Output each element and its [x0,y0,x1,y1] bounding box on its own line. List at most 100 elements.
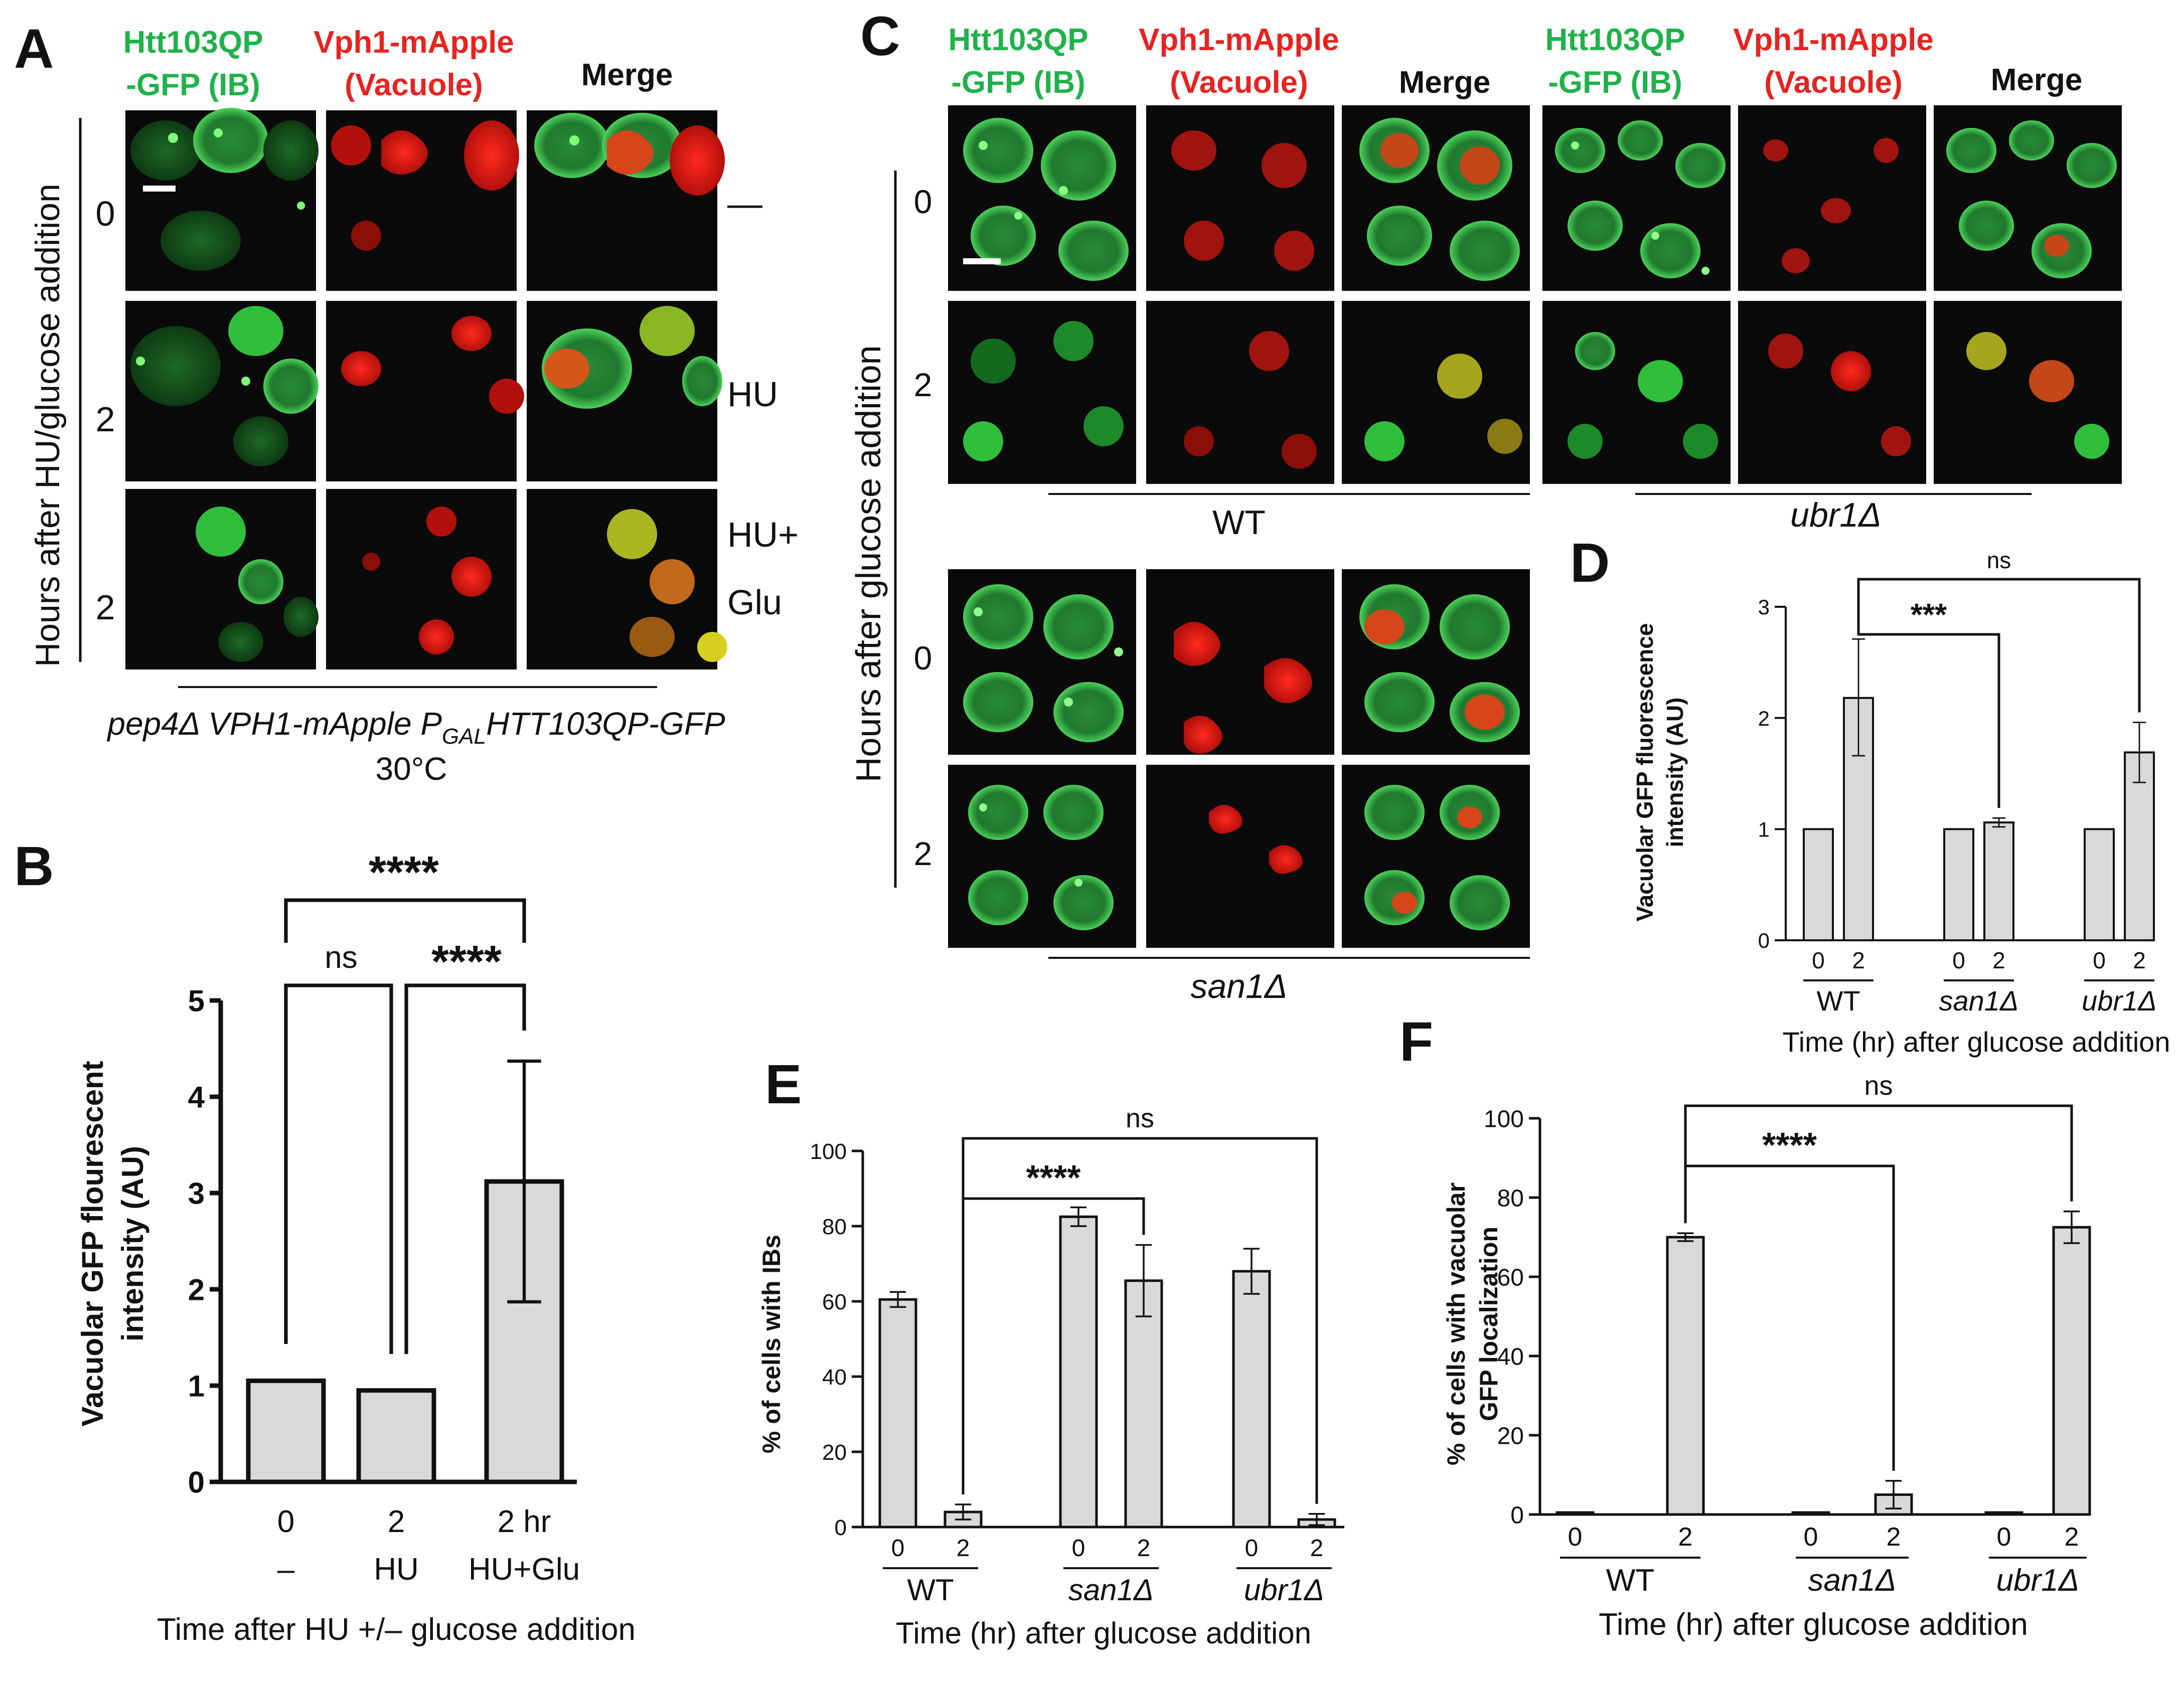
panel-a-temperature: 30°C [376,751,447,787]
y-tick-label: 3 [1758,595,1770,619]
bar [356,1388,436,1484]
panel-letter-c: C [860,6,900,67]
bar [1791,1511,1830,1516]
panel-letter-d: D [1570,532,1610,594]
panel-a-cond-2a: HU+ [727,515,799,554]
panel-letter-a: A [14,18,54,80]
panel-a-cond-2b: Glu [727,583,782,622]
y-axis-title-2: intensity (AU) [116,1146,149,1341]
channel-gfp-label-a-2: -GFP (IB) [126,68,260,102]
y-axis-title-1: Vacuolar GFP flourescent [76,1061,109,1426]
y-tick-label: 60 [1497,1264,1524,1291]
y-tick-label: 60 [822,1290,847,1314]
y-tick-label: 20 [822,1440,847,1465]
y-axis-title-1: % of cells with vacuolar [1442,1183,1470,1465]
significance-label: ns [325,940,357,975]
y-tick-label: 0 [188,1466,205,1499]
panel-c: C Htt103QP -GFP (IB) Vph1-mApple (Vacuol… [849,6,2122,1005]
micrograph-c-san1-vac-0 [1146,569,1334,755]
micrograph-c-wt-merge-2 [1342,301,1530,484]
x-tick-label: 0 [891,1535,905,1562]
bar [1803,828,1834,942]
y-tick-label: 3 [188,1177,205,1211]
panel-c-strain-ubr1: ubr1Δ [1790,496,1882,534]
x-tick-label: 2 [1887,1523,1901,1552]
y-tick-label: 0 [1510,1502,1524,1529]
micrograph-c-san1-gfp-2 [948,765,1136,948]
significance-bracket [962,1197,1145,1494]
channel-gfp-label-c1: Htt103QP [948,23,1088,57]
micrograph-c-ubr1-vac-0 [1738,105,1926,291]
panel-c-row-time-2: 0 [914,639,932,677]
group-label: WT [1816,985,1860,1017]
bar [1666,1236,1705,1516]
y-tick-label: 2 [1758,707,1770,730]
y-axis-title-2: GFP localization [1475,1227,1503,1421]
group-label: san1Δ [1068,1573,1154,1607]
x-axis-title: Time (hr) after glucose addition [1783,1026,2170,1058]
y-tick-label: 5 [188,984,205,1018]
panel-c-row-time-3: 2 [914,835,932,872]
x-axis-title: Time (hr) after glucose addition [1599,1607,2028,1642]
x-tick-label: 2 [1310,1535,1324,1562]
panel-a: A Htt103QP -GFP (IB) Vph1-mApple (Vacuol… [14,18,799,787]
bar [1059,1215,1098,1529]
bar [878,1298,917,1529]
significance-bracket [1684,1164,1895,1471]
bar [2084,828,2115,942]
group-label: san1Δ [1808,1563,1896,1598]
panel-letter-e: E [765,1054,802,1115]
channel-gfp-label-c2: Htt103QP [1545,23,1685,57]
x-tick-label: 0 [1072,1535,1085,1562]
significance-label: ns [1864,1071,1893,1101]
x-tick-label: 0 [1812,947,1825,973]
x-axis-title: Time after HU +/– glucose addition [157,1612,636,1647]
y-axis-title: % of cells with IBs [757,1235,786,1453]
channel-vac-label-c1: Vph1-mApple [1139,23,1339,57]
x-tick-label: 0 [2093,947,2106,973]
panel-a-cond-0: — [727,184,762,223]
significance-label: **** [369,848,439,898]
channel-merge-label-a: Merge [581,58,673,92]
group-label: ubr1Δ [1996,1563,2080,1598]
panel-letter-b: B [14,835,54,897]
x-tick-label: 2 [957,1535,970,1562]
group-label: WT [907,1573,954,1607]
bar [1232,1270,1271,1529]
panel-a-micrographs [125,108,727,669]
y-tick-label: 80 [822,1215,847,1239]
panel-a-yaxis-title: Hours after HU/glucose addition [29,184,67,667]
significance-label: ns [1987,547,2011,573]
significance-label: *** [1911,598,1947,632]
y-tick-label: 100 [810,1139,847,1164]
micrograph-c-ubr1-vac-2 [1738,301,1926,484]
panel-c-strain-san1: san1Δ [1190,967,1287,1005]
x-tick-label: 0 [1997,1523,2011,1552]
chart-d: 0 1 2 3 0 2 0 2 0 2 WT san1Δ ubr1Δ Time (hr) after gl… [1632,547,2170,1058]
panel-a-cond-1: HU [727,375,778,414]
y-axis-title-2: intensity (AU) [1662,698,1688,848]
x-tick-label: 2 [1852,947,1865,973]
significance-bracket [1857,629,2000,808]
x-tick-label: 2 [1137,1535,1151,1562]
x-axis-title: Time (hr) after glucose addition [896,1616,1311,1650]
channel-gfp-label-a: Htt103QP [123,25,263,60]
bar [1555,1511,1595,1516]
x-tick-label: 0 [277,1504,294,1539]
y-tick-label: 40 [1497,1343,1524,1370]
bar [1124,1279,1163,1529]
y-tick-label: 20 [1497,1423,1524,1449]
y-tick-label: 100 [1484,1106,1524,1132]
micrograph-c-san1-vac-2 [1146,765,1334,948]
bar [2052,1226,2091,1516]
x-sublabel: HU [374,1552,419,1587]
panel-letter-f: F [1399,1011,1433,1073]
x-tick-label: 2 hr [498,1504,551,1539]
channel-merge-label-c2: Merge [1991,63,2083,97]
channel-vac-label-c1-2: (Vacuole) [1170,65,1308,100]
x-tick-label: 2 [1992,947,2005,973]
x-tick-label: 0 [1568,1523,1583,1552]
y-tick-label: 4 [188,1081,205,1114]
